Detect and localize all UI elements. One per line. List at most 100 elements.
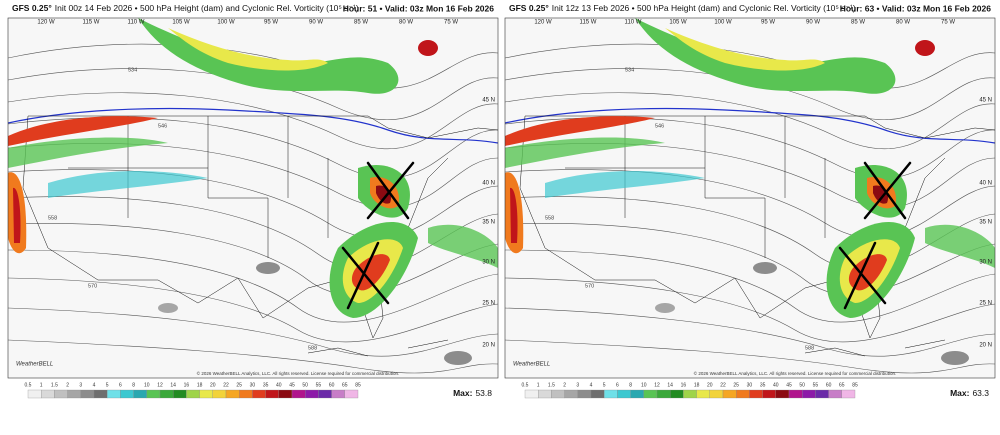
contour-label: 558 (48, 215, 57, 221)
lon-label: 90 W (806, 20, 820, 26)
colorbar-swatch (828, 389, 842, 399)
lon-label: 80 W (399, 20, 413, 26)
max-label: Max: (453, 388, 473, 398)
model-name: GFS 0.25° (12, 3, 52, 13)
colorbar-swatch (551, 389, 565, 399)
lat-label: 25 N (979, 301, 992, 307)
colorbar-swatch (524, 389, 539, 399)
colorbar-swatch (709, 389, 724, 399)
lon-label: 115 W (580, 20, 597, 26)
colorbar-label: 65 (839, 382, 845, 388)
colorbar-label: 5 (603, 382, 606, 388)
colorbar-swatch (762, 389, 776, 399)
colorbar-label: 1.5 (548, 382, 555, 388)
colorbar-label: 20 (707, 382, 713, 388)
lon-label: 120 W (37, 20, 55, 26)
colorbar-label: 55 (813, 382, 819, 388)
model-panel: GFS 0.25° Init 12z 13 Feb 2026 • 500 hPa … (504, 3, 996, 399)
colorbar-swatch (291, 389, 306, 399)
colorbar-swatch (318, 389, 332, 399)
colorbar-swatch (788, 389, 803, 399)
lat-label: 30 N (482, 260, 495, 266)
colorbar-swatch (173, 389, 187, 399)
lon-label: 110 W (128, 20, 145, 26)
lon-label: 100 W (217, 20, 235, 26)
colorbar-swatch (683, 389, 697, 399)
colorbar-swatch (736, 389, 750, 399)
contour-label: 588 (308, 345, 317, 351)
colorbar-swatch (604, 389, 618, 399)
colorbar-swatch (749, 389, 763, 399)
colorbar-label: 55 (316, 382, 322, 388)
colorbar-swatch (186, 389, 200, 399)
colorbar-swatch (722, 389, 737, 399)
colorbar-swatch (538, 389, 552, 399)
colorbar-label: 3 (576, 382, 579, 388)
contour-label: 570 (585, 283, 594, 289)
colorbar-swatch (331, 389, 345, 399)
colorbar-label: 20 (210, 382, 216, 388)
colorbar-swatch (577, 389, 592, 399)
lon-label: 80 W (896, 20, 910, 26)
lon-label: 110 W (625, 20, 642, 26)
colorbar-swatch (696, 389, 710, 399)
lon-label: 95 W (761, 20, 775, 26)
lon-label: 75 W (941, 20, 955, 26)
colorbar-swatch (239, 389, 253, 399)
contour-label: 534 (128, 67, 137, 73)
lon-label: 90 W (309, 20, 323, 26)
colorbar-label: 2 (563, 382, 566, 388)
colorbar-swatch (670, 389, 684, 399)
contour-label: 546 (158, 123, 167, 129)
lon-label: 75 W (444, 20, 458, 26)
colorbar-label: 85 (355, 382, 361, 388)
colorbar-swatch (656, 389, 671, 399)
lat-label: 25 N (482, 301, 495, 307)
colorbar-label: 2 (66, 382, 69, 388)
colorbar-label: 1 (40, 382, 43, 388)
lon-label: 85 W (354, 20, 368, 26)
copyright: © 2026 WeatherBELL Analytics, LLC. All r… (197, 370, 399, 376)
colorbar-swatch (225, 389, 240, 399)
colorbar-label: 1.5 (51, 382, 58, 388)
colorbar-swatch (265, 389, 279, 399)
lat-label: 20 N (482, 343, 495, 349)
weather-map (505, 18, 995, 378)
init-product: Init 00z 14 Feb 2026 • 500 hPa Height (d… (55, 3, 359, 13)
colorbar-label: 4 (590, 382, 593, 388)
colorbar-swatch (630, 389, 644, 399)
colorbar-label: 30 (250, 382, 256, 388)
colorbar-swatch (212, 389, 227, 399)
colorbar-label: 8 (629, 382, 632, 388)
valid-time: Hour: 51 • Valid: 03z Mon 16 Feb 2026 (343, 3, 495, 13)
max-number: 63.3 (972, 388, 989, 398)
weather-map (8, 18, 498, 378)
colorbar-swatch (27, 389, 42, 399)
colorbar-label: 8 (132, 382, 135, 388)
contour-label: 534 (625, 67, 634, 73)
colorbar-label: 12 (654, 382, 660, 388)
colorbar-label: 40 (773, 382, 779, 388)
colorbar-swatch (199, 389, 213, 399)
colorbar-swatch (802, 389, 816, 399)
colorbar-label: 14 (667, 382, 673, 388)
brand-logo: WeatherBELL (513, 362, 550, 368)
colorbar-label: 18 (694, 382, 700, 388)
colorbar-swatch (146, 389, 161, 399)
colorbar-swatch (643, 389, 658, 399)
colorbar-swatch (41, 389, 55, 399)
colorbar-label: 6 (119, 382, 122, 388)
colorbar-swatch (252, 389, 266, 399)
colorbar-label: 50 (799, 382, 805, 388)
lat-label: 35 N (979, 220, 992, 226)
colorbar-label: 35 (760, 382, 766, 388)
valid-time: Hour: 63 • Valid: 03z Mon 16 Feb 2026 (840, 3, 992, 13)
map-frame (7, 17, 499, 379)
model-panel: GFS 0.25° Init 00z 14 Feb 2026 • 500 hPa … (7, 3, 499, 399)
lon-label: 95 W (264, 20, 278, 26)
lat-label: 30 N (979, 260, 992, 266)
colorbar-label: 50 (302, 382, 308, 388)
colorbar-swatch (54, 389, 68, 399)
lat-label: 45 N (482, 98, 495, 104)
